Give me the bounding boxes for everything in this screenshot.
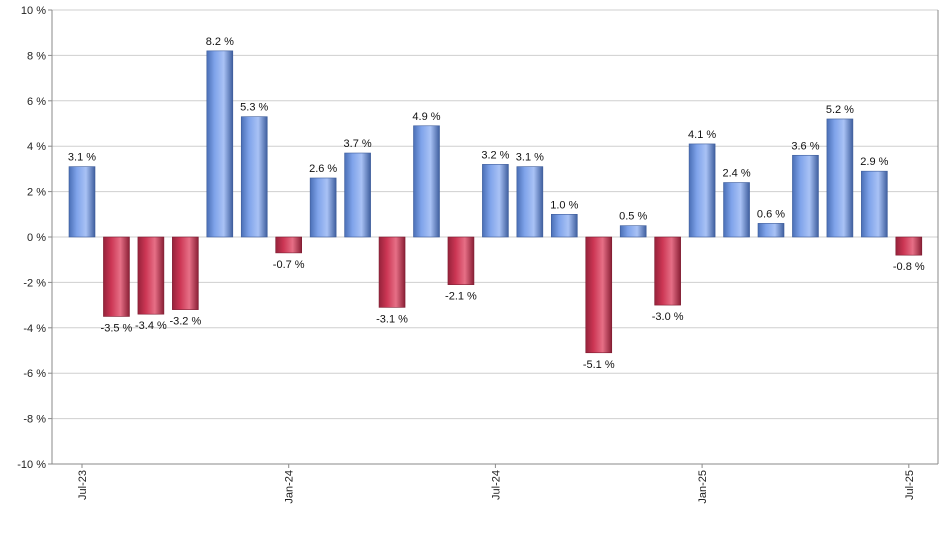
bar-Mar-24 bbox=[344, 152, 371, 238]
y-tick-label: 8 % bbox=[27, 50, 46, 62]
data-label: -3.4 % bbox=[135, 320, 167, 332]
bars bbox=[68, 50, 923, 354]
bar-Aug-24 bbox=[516, 166, 544, 238]
y-tick-label: 4 % bbox=[27, 141, 46, 153]
bar-May-24 bbox=[413, 125, 440, 238]
data-label: 4.9 % bbox=[412, 111, 440, 123]
data-label: 3.1 % bbox=[68, 152, 96, 164]
bar-Dec-23 bbox=[240, 116, 268, 238]
bar-Nov-23 bbox=[206, 50, 234, 238]
bar-Jul-24 bbox=[482, 164, 509, 238]
data-label: -3.0 % bbox=[652, 311, 684, 323]
bar-Jan-25 bbox=[688, 143, 716, 238]
bar-Mar-25 bbox=[757, 223, 785, 238]
bar-Aug-23 bbox=[103, 236, 130, 317]
x-tick-label: Jan-25 bbox=[697, 470, 709, 504]
y-tick-label: 0 % bbox=[27, 232, 46, 244]
y-tick-label: 2 % bbox=[27, 187, 46, 199]
x-tick-label: Jul-25 bbox=[904, 470, 916, 500]
y-tick-label: 6 % bbox=[27, 96, 46, 108]
data-label: -3.5 % bbox=[101, 322, 133, 334]
x-tick-label: Jul-23 bbox=[77, 470, 89, 500]
y-tick-label: -4 % bbox=[23, 323, 46, 335]
bar-Jun-25 bbox=[861, 170, 888, 238]
data-label: 0.6 % bbox=[757, 208, 785, 220]
data-label: 5.2 % bbox=[826, 104, 854, 116]
data-labels: 3.1 % -3.5 % -3.4 % -3.2 % 8.2 % 5.3 % -0.7 % 2… bbox=[68, 36, 925, 371]
data-label: 3.1 % bbox=[516, 152, 544, 164]
y-tick-label: -2 % bbox=[23, 277, 46, 289]
data-label: 4.1 % bbox=[688, 129, 716, 141]
bar-Apr-25 bbox=[792, 154, 819, 238]
data-label: 1.0 % bbox=[550, 199, 578, 211]
bar-Oct-23 bbox=[172, 236, 199, 310]
y-tick-label: -6 % bbox=[23, 368, 46, 380]
bar-Jul-23 bbox=[68, 166, 96, 238]
y-tick-label: -10 % bbox=[17, 459, 46, 471]
data-label: 2.6 % bbox=[309, 163, 337, 175]
data-label: 8.2 % bbox=[206, 36, 234, 48]
data-label: -0.7 % bbox=[273, 259, 305, 271]
bar-Dec-24 bbox=[654, 236, 681, 306]
bar-Apr-24 bbox=[378, 236, 406, 308]
bar-Feb-25 bbox=[723, 182, 750, 238]
bar-May-25 bbox=[826, 118, 854, 238]
data-label: -3.1 % bbox=[376, 313, 408, 325]
data-label: 3.2 % bbox=[481, 149, 509, 161]
bar-Nov-24 bbox=[619, 225, 647, 238]
y-axis: 10 % 8 % 6 % 4 % 2 % 0 % -2 % -4 % -6 % -8 % -10 % bbox=[17, 5, 939, 471]
data-label: 2.9 % bbox=[860, 156, 888, 168]
data-label: -3.2 % bbox=[169, 316, 201, 328]
y-tick-label: -8 % bbox=[23, 414, 46, 426]
data-label: 3.6 % bbox=[791, 140, 819, 152]
data-label: 5.3 % bbox=[240, 102, 268, 114]
bar-Jan-24 bbox=[275, 236, 303, 254]
data-label: 2.4 % bbox=[722, 168, 750, 180]
bar-Jul-25 bbox=[895, 236, 923, 256]
x-axis: Jul-23 Jan-24 Jul-24 Jan-25 Jul-25 bbox=[52, 463, 938, 504]
data-label: -5.1 % bbox=[583, 359, 615, 371]
x-tick-label: Jul-24 bbox=[490, 470, 502, 500]
y-tick-label: 10 % bbox=[21, 5, 46, 17]
bar-Sep-24 bbox=[550, 214, 578, 238]
bar-Sep-23 bbox=[137, 236, 165, 315]
bar-Feb-24 bbox=[309, 177, 337, 238]
data-label: 3.7 % bbox=[344, 138, 372, 150]
data-label: -0.8 % bbox=[893, 261, 925, 273]
bar-Oct-24 bbox=[585, 236, 613, 354]
bar-Jun-24 bbox=[447, 236, 475, 285]
data-label: 0.5 % bbox=[619, 211, 647, 223]
data-label: -2.1 % bbox=[445, 291, 477, 303]
x-tick-label: Jan-24 bbox=[284, 470, 296, 504]
